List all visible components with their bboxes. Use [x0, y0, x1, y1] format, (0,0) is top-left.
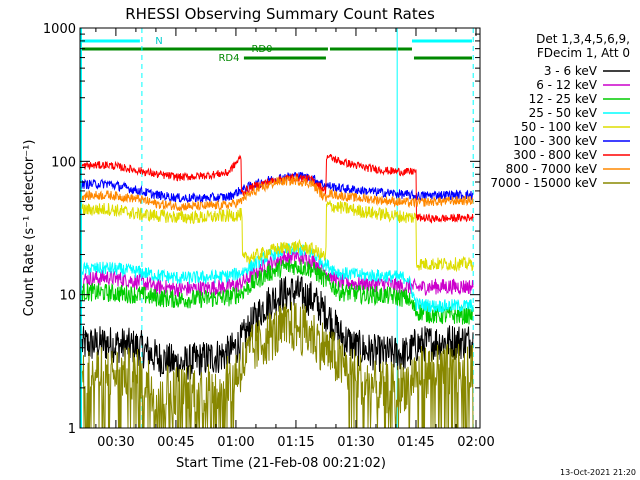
legend-label-6: 300 - 800 keV: [513, 148, 597, 162]
y-tick-label-3: 1000: [43, 22, 76, 37]
chart-title: RHESSI Observing Summary Count Rates: [125, 5, 435, 23]
x-tick-label-6: 02:00: [457, 435, 494, 450]
axes-group: 00:30 00:45 01:00 01:15 01:30 01:45 02:00 1 10 10…: [43, 22, 495, 450]
x-tick-label-4: 01:30: [337, 435, 374, 450]
y-tick-label-1: 10: [59, 289, 76, 304]
x-tick-label-2: 01:00: [217, 435, 254, 450]
x-tick-label-1: 00:45: [157, 435, 194, 450]
legend-label-8: 7000 - 15000 keV: [490, 176, 597, 190]
legend-label-2: 12 - 25 keV: [529, 92, 598, 106]
x-tick-label-3: 01:15: [277, 435, 314, 450]
x-tick-label-5: 01:45: [397, 435, 434, 450]
timestamp: 13-Oct-2021 21:20: [560, 468, 636, 477]
series-line-8: [81, 301, 474, 429]
legend-label-4: 50 - 100 keV: [521, 120, 598, 134]
series-line-0: [81, 275, 474, 382]
legend-label-7: 800 - 7000 keV: [506, 162, 598, 176]
saa-label: N: [155, 36, 162, 47]
legend-header-line-1: Det 1,3,4,5,6,9,: [536, 32, 630, 46]
series-line-5: [81, 171, 474, 204]
legend-label-1: 6 - 12 keV: [536, 78, 598, 92]
legend-label-0: 3 - 6 keV: [544, 64, 598, 78]
y-tick-label-0: 1: [68, 422, 76, 437]
x-axis-label: Start Time (21-Feb-08 00:21:02): [176, 456, 386, 471]
legend-label-3: 25 - 50 keV: [529, 106, 598, 120]
plot-frame: [79, 27, 481, 429]
series-group: [81, 153, 474, 429]
legend-header-line-2: FDecim 1, Att 0: [537, 46, 630, 60]
rd4-label: RD4: [218, 53, 239, 64]
legend-label-5: 100 - 300 keV: [513, 134, 597, 148]
series-line-4: [81, 200, 474, 273]
series-line-2: [81, 257, 474, 325]
y-axis-label: Count Rate (s⁻¹ detector⁻¹): [22, 140, 37, 317]
flag-bands: [80, 28, 474, 428]
series-line-7: [81, 175, 474, 212]
y-tick-label-2: 100: [51, 155, 76, 170]
x-tick-label-0: 00:30: [97, 435, 134, 450]
